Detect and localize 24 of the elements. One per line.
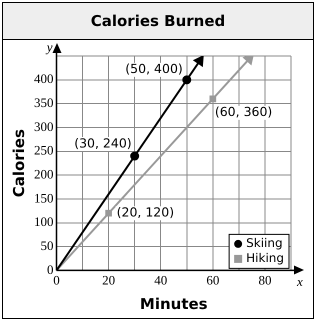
y-axis-title: Calories xyxy=(10,129,28,198)
y-tick-label: 200 xyxy=(34,166,54,182)
annotation: (20, 120) xyxy=(116,204,174,220)
x-axis-title: Minutes xyxy=(140,294,208,313)
text: y xyxy=(44,39,53,54)
x-tick-label: 40 xyxy=(154,272,168,288)
y-tick-label: 250 xyxy=(34,142,54,158)
annotation: (60, 360) xyxy=(214,104,272,120)
y-tick-label: 150 xyxy=(34,190,54,206)
annotation: (50, 400) xyxy=(125,61,183,76)
y-tick-label: 0 xyxy=(47,262,54,277)
annotation: (30, 240) xyxy=(74,135,132,150)
y-tick-label: 400 xyxy=(34,71,54,86)
y-tick-label: 50 xyxy=(40,238,54,253)
x-tick-label: 60 xyxy=(206,272,220,288)
x-tick-label: 20 xyxy=(102,272,116,288)
text: x xyxy=(296,274,303,289)
legend-label: Hiking xyxy=(246,251,284,266)
x-tick-label: 80 xyxy=(258,272,272,288)
legend-label: Skiing xyxy=(246,236,283,250)
chart-title: Calories Burned xyxy=(3,3,313,40)
y-tick-label: 300 xyxy=(34,118,54,134)
y-tick-label: 350 xyxy=(34,95,54,110)
y-tick-label: 100 xyxy=(34,214,54,230)
